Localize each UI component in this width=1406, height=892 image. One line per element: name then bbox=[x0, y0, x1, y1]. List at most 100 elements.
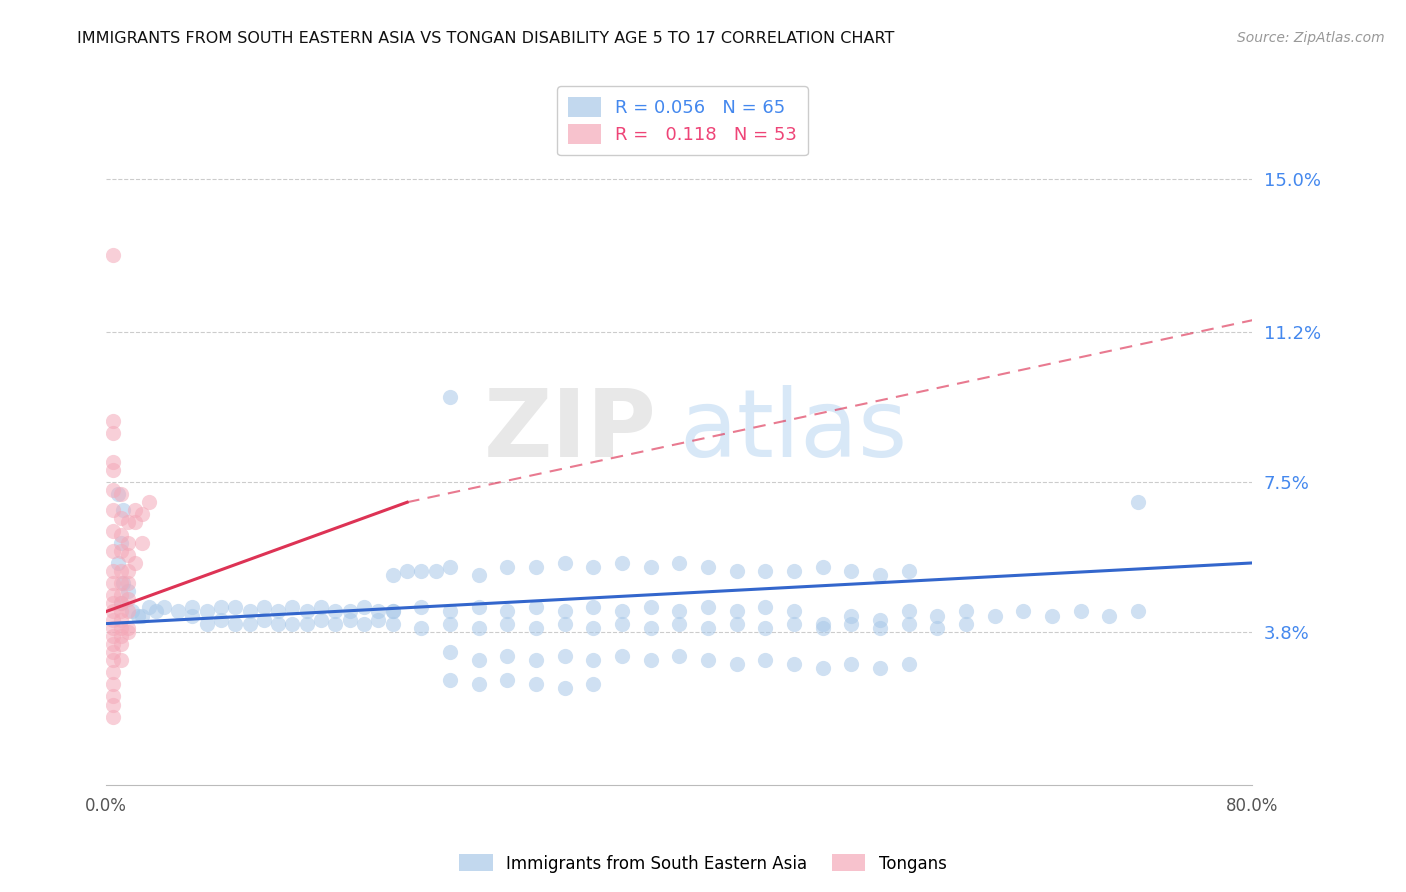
Point bbox=[381, 616, 404, 631]
Point bbox=[955, 616, 977, 631]
Point bbox=[103, 564, 125, 578]
Point bbox=[110, 511, 132, 525]
Point bbox=[381, 605, 404, 619]
Point bbox=[281, 616, 304, 631]
Point bbox=[117, 592, 139, 607]
Point bbox=[754, 564, 776, 578]
Point bbox=[725, 564, 748, 578]
Point bbox=[725, 605, 748, 619]
Point bbox=[117, 605, 139, 619]
Point bbox=[209, 613, 232, 627]
Point bbox=[110, 576, 132, 591]
Point bbox=[496, 616, 519, 631]
Point bbox=[468, 677, 491, 691]
Point bbox=[439, 645, 461, 659]
Point bbox=[869, 661, 891, 675]
Point bbox=[783, 616, 806, 631]
Point bbox=[1098, 608, 1121, 623]
Point bbox=[103, 596, 125, 610]
Point bbox=[103, 503, 125, 517]
Point bbox=[103, 621, 125, 635]
Point bbox=[668, 605, 690, 619]
Text: Source: ZipAtlas.com: Source: ZipAtlas.com bbox=[1237, 31, 1385, 45]
Point bbox=[117, 621, 139, 635]
Point bbox=[468, 600, 491, 615]
Point bbox=[839, 608, 862, 623]
Point bbox=[103, 653, 125, 667]
Point bbox=[411, 564, 433, 578]
Point bbox=[110, 588, 132, 602]
Point bbox=[238, 616, 260, 631]
Point bbox=[121, 605, 143, 619]
Point bbox=[117, 516, 139, 530]
Point bbox=[496, 605, 519, 619]
Point bbox=[103, 613, 125, 627]
Point bbox=[754, 621, 776, 635]
Point bbox=[110, 535, 132, 549]
Point bbox=[468, 568, 491, 582]
Point bbox=[439, 605, 461, 619]
Point bbox=[117, 584, 139, 599]
Point bbox=[1012, 605, 1035, 619]
Point bbox=[697, 560, 720, 574]
Point bbox=[554, 556, 576, 570]
Point bbox=[869, 568, 891, 582]
Point bbox=[869, 621, 891, 635]
Point bbox=[103, 629, 125, 643]
Point bbox=[103, 426, 125, 441]
Point bbox=[110, 637, 132, 651]
Point bbox=[897, 657, 920, 671]
Point bbox=[524, 653, 547, 667]
Point bbox=[1070, 605, 1092, 619]
Point bbox=[425, 564, 447, 578]
Point bbox=[181, 608, 204, 623]
Point bbox=[110, 621, 132, 635]
Point bbox=[668, 616, 690, 631]
Point bbox=[582, 677, 605, 691]
Point bbox=[131, 535, 153, 549]
Point bbox=[811, 661, 834, 675]
Point bbox=[610, 556, 633, 570]
Point bbox=[103, 455, 125, 469]
Point bbox=[697, 653, 720, 667]
Legend: R = 0.056   N = 65, R =   0.118   N = 53: R = 0.056 N = 65, R = 0.118 N = 53 bbox=[557, 87, 808, 155]
Text: ZIP: ZIP bbox=[484, 385, 657, 477]
Point bbox=[524, 600, 547, 615]
Point bbox=[524, 621, 547, 635]
Legend: Immigrants from South Eastern Asia, Tongans: Immigrants from South Eastern Asia, Tong… bbox=[453, 847, 953, 880]
Point bbox=[783, 657, 806, 671]
Point bbox=[554, 616, 576, 631]
Point bbox=[783, 564, 806, 578]
Point bbox=[897, 564, 920, 578]
Point bbox=[839, 564, 862, 578]
Point bbox=[195, 605, 218, 619]
Point bbox=[468, 653, 491, 667]
Point bbox=[253, 600, 276, 615]
Point bbox=[103, 414, 125, 428]
Point bbox=[117, 564, 139, 578]
Point bbox=[897, 616, 920, 631]
Point bbox=[610, 648, 633, 663]
Point bbox=[295, 605, 318, 619]
Point bbox=[582, 560, 605, 574]
Point bbox=[181, 600, 204, 615]
Point bbox=[107, 556, 129, 570]
Point bbox=[103, 605, 125, 619]
Point bbox=[267, 616, 290, 631]
Point bbox=[152, 600, 174, 615]
Point bbox=[107, 487, 129, 501]
Point bbox=[145, 605, 167, 619]
Point bbox=[610, 616, 633, 631]
Point bbox=[112, 576, 135, 591]
Point bbox=[103, 637, 125, 651]
Point bbox=[195, 616, 218, 631]
Point bbox=[253, 613, 276, 627]
Point bbox=[124, 516, 146, 530]
Point bbox=[1126, 495, 1149, 509]
Point bbox=[754, 600, 776, 615]
Point bbox=[131, 608, 153, 623]
Point bbox=[411, 600, 433, 615]
Point bbox=[309, 613, 332, 627]
Point bbox=[640, 600, 662, 615]
Point bbox=[224, 616, 246, 631]
